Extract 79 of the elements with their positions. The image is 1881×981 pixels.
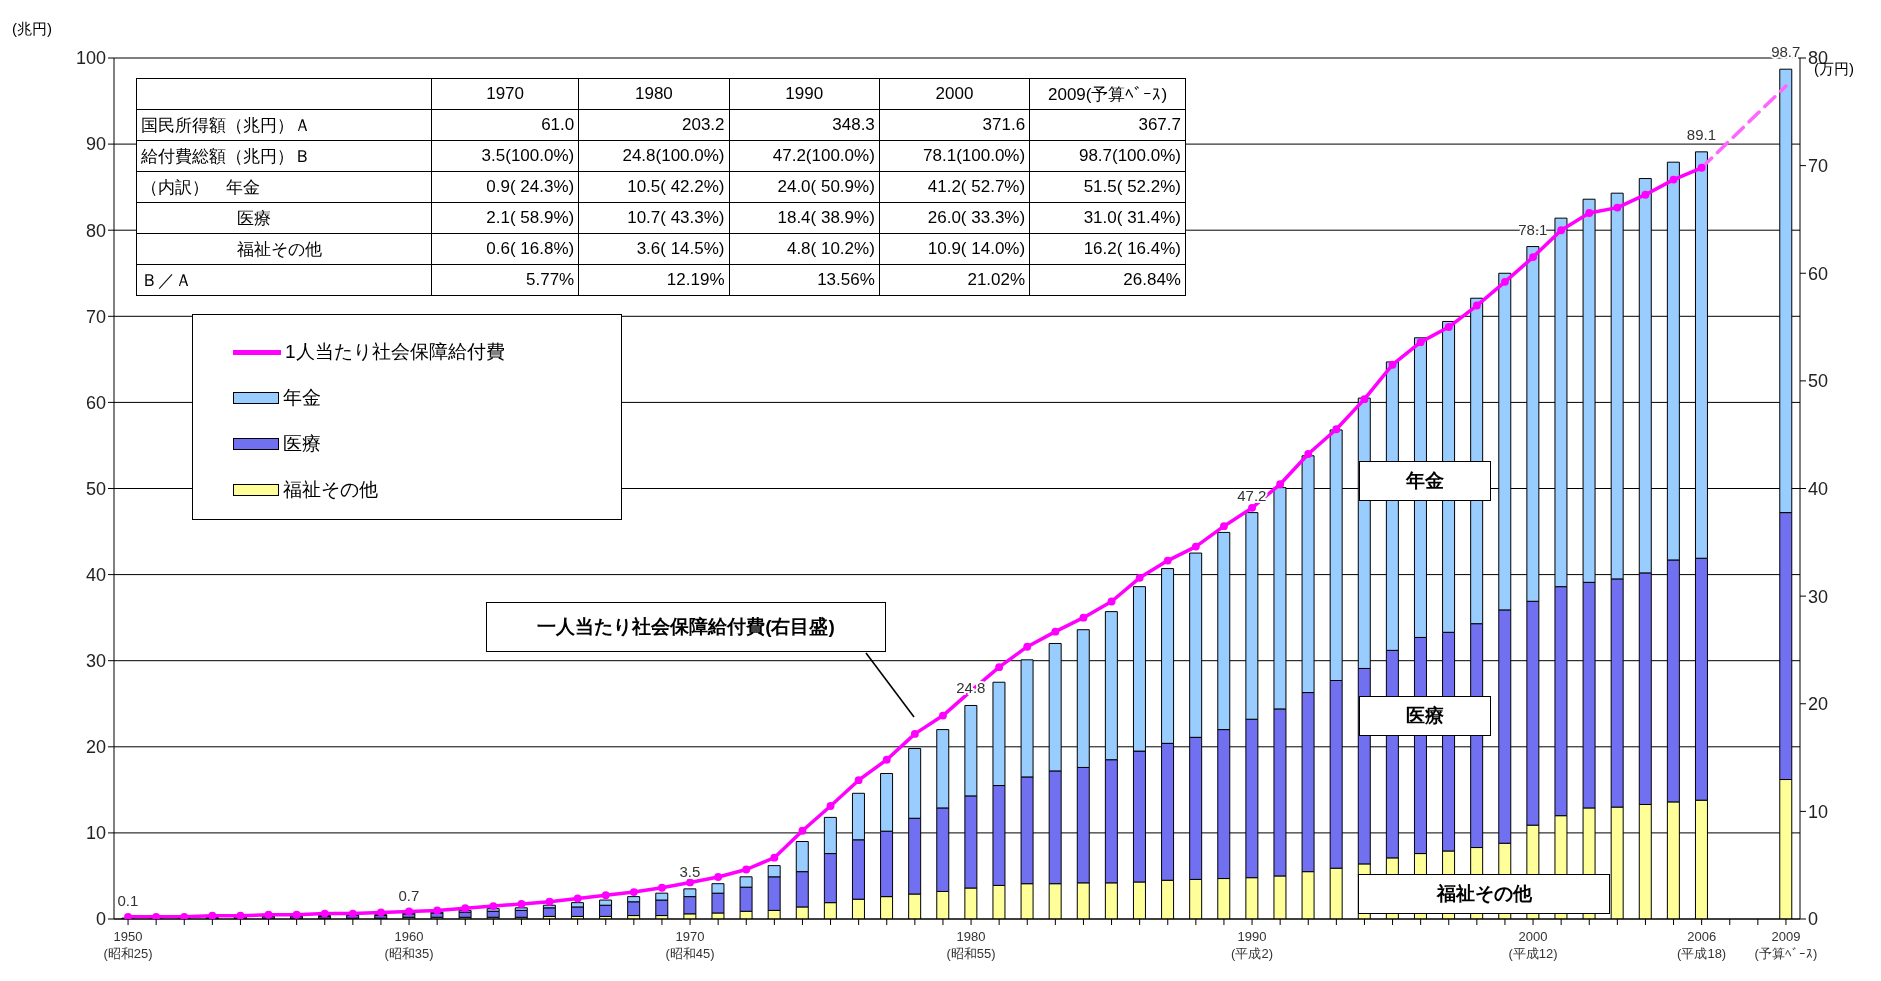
annotation: 98.7(100.0%) (1029, 140, 1186, 172)
y2-tick-label: 30 (1808, 586, 1829, 607)
total-label: 3.5 (679, 862, 701, 880)
y-tick-label: 0 (95, 909, 106, 930)
y-tick-label: 90 (85, 134, 106, 155)
y2-tick-label: 70 (1808, 156, 1829, 177)
annotation: 10.7( 43.3%) (578, 202, 730, 234)
y2-tick-label: 10 (1808, 801, 1829, 822)
annotation: 3.5(100.0%) (431, 140, 579, 172)
y-tick-label: 80 (85, 220, 106, 241)
annotation: 2000 (879, 78, 1030, 110)
total-label: 0.1 (117, 892, 139, 910)
annotation: 5.77% (431, 264, 579, 296)
annotation: 国民所得額（兆円）Ａ (136, 109, 432, 141)
y-tick-label: 100 (75, 48, 106, 69)
total-label: 89.1 (1686, 125, 1717, 143)
annotation: 47.2(100.0%) (729, 140, 880, 172)
y-axis-title: (兆円) (12, 20, 52, 39)
y-tick-label: 60 (85, 392, 106, 413)
annotation: 51.5( 52.2%) (1029, 171, 1186, 203)
annotation: 1970 (431, 78, 579, 110)
annotation: 1980 (578, 78, 730, 110)
annotation: 78.1(100.0%) (879, 140, 1030, 172)
annotation: 26.84% (1029, 264, 1186, 296)
annotation: 給付費総額（兆円）Ｂ (136, 140, 432, 172)
annotation: 61.0 (431, 109, 579, 141)
total-label: 47.2 (1237, 486, 1267, 504)
total-label: 0.7 (398, 886, 420, 904)
x-tick-label: 1970 (昭和45) (665, 929, 715, 961)
y2-tick-label: 50 (1808, 371, 1829, 392)
annotation: 12.19% (578, 264, 730, 296)
annotation: （内訳） 年金 (136, 171, 432, 203)
y-tick-label: 70 (85, 306, 106, 327)
legend-label: 1人当たり社会保障給付費 (285, 340, 505, 364)
annotation: 21.02% (879, 264, 1030, 296)
annotation: 福祉その他 (136, 233, 432, 265)
annotation: 医療 (136, 202, 432, 234)
annotation: 2.1( 58.9%) (431, 202, 579, 234)
annotation: 31.0( 31.4%) (1029, 202, 1186, 234)
annotation: 3.6( 14.5%) (578, 233, 730, 265)
annotation: 1990 (729, 78, 880, 110)
y2-tick-label: 0 (1808, 909, 1819, 930)
x-tick-label: 2009 (予算ﾍﾞｰｽ) (1754, 929, 1818, 961)
x-tick-label: 1950 (昭和25) (103, 929, 153, 961)
annotation: 2009(予算ﾍﾞｰｽ) (1029, 78, 1186, 110)
annotation: 0.9( 24.3%) (431, 171, 579, 203)
annotation: 24.8(100.0%) (578, 140, 730, 172)
y-tick-label: 50 (85, 478, 106, 499)
annotation: 367.7 (1029, 109, 1186, 141)
legend-label: 福祉その他 (283, 478, 378, 502)
x-tick-label: 1980 (昭和55) (946, 929, 996, 961)
annotation: 348.3 (729, 109, 880, 141)
annotation: 13.56% (729, 264, 880, 296)
annotation: Ｂ／Ａ (136, 264, 432, 296)
annotation: 10.9( 14.0%) (879, 233, 1030, 265)
total-label: 98.7 (1771, 43, 1801, 61)
y2-tick-label: 20 (1808, 694, 1829, 715)
x-tick-label: 2000 (平成12) (1508, 929, 1558, 961)
annotation: 203.2 (578, 109, 730, 141)
annotation: 18.4( 38.9%) (729, 202, 880, 234)
y-tick-label: 30 (85, 651, 106, 672)
legend-label: 医療 (283, 432, 321, 456)
legend-label: 年金 (283, 386, 321, 410)
annotation: 24.0( 50.9%) (729, 171, 880, 203)
y2-tick-label: 60 (1808, 263, 1829, 284)
annotation: 0.6( 16.8%) (431, 233, 579, 265)
x-tick-label: 1990 (平成2) (1231, 929, 1273, 961)
annotation: 26.0( 33.3%) (879, 202, 1030, 234)
x-tick-label: 2006 (平成18) (1677, 929, 1727, 961)
annotation: 41.2( 52.7%) (879, 171, 1030, 203)
y-tick-label: 20 (85, 737, 106, 758)
x-tick-label: 1960 (昭和35) (384, 929, 434, 961)
annotation: 371.6 (879, 109, 1030, 141)
y-tick-label: 10 (85, 823, 106, 844)
annotation: 10.5( 42.2%) (578, 171, 730, 203)
y2-tick-label: 40 (1808, 478, 1829, 499)
annotation: 16.2( 16.4%) (1029, 233, 1186, 265)
y-tick-label: 40 (85, 564, 106, 585)
annotation: 4.8( 10.2%) (729, 233, 880, 265)
